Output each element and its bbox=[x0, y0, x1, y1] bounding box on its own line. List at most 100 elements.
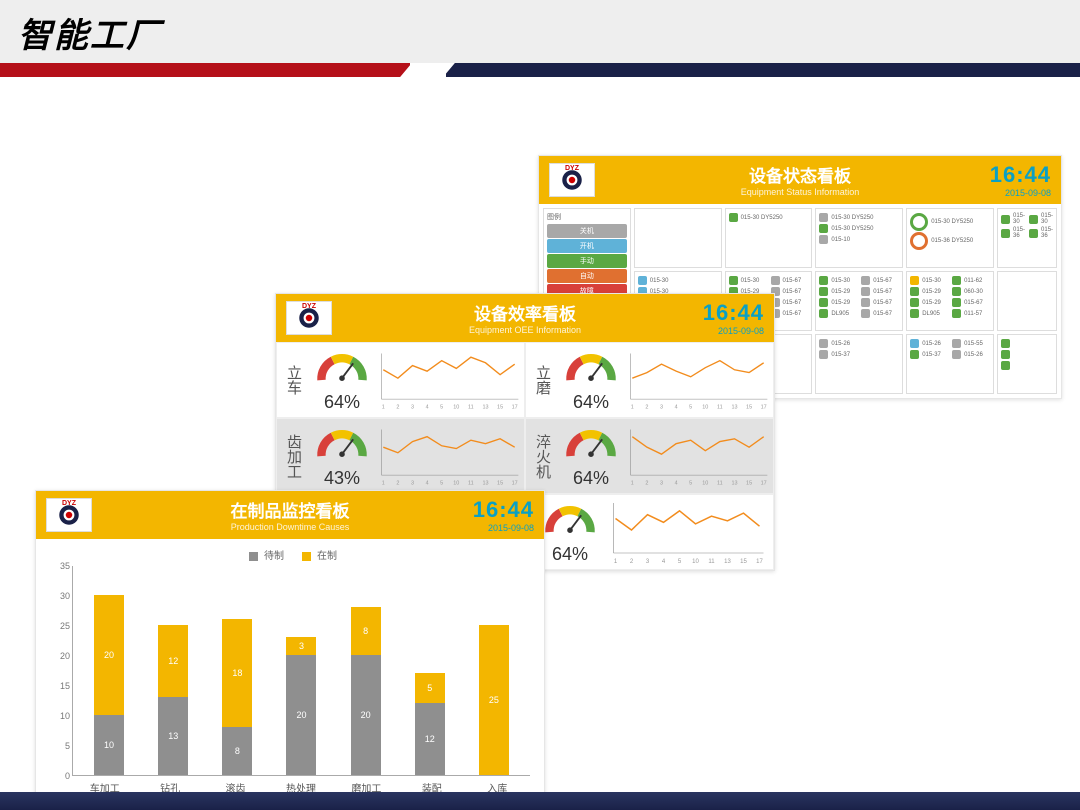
svg-text:4: 4 bbox=[675, 480, 678, 486]
svg-text:1: 1 bbox=[631, 480, 634, 486]
wip-title-en: Production Downtime Causes bbox=[231, 522, 350, 532]
status-item: 011-57 bbox=[952, 309, 990, 318]
oee-time: 16:44 2015-09-08 bbox=[703, 300, 764, 336]
svg-text:2: 2 bbox=[630, 559, 634, 565]
status-item: 015-29 bbox=[819, 287, 857, 296]
status-item: 015-26 bbox=[910, 339, 948, 348]
svg-text:11: 11 bbox=[717, 480, 723, 486]
status-item: 015-26 bbox=[819, 339, 899, 348]
bar-group: 188 bbox=[222, 619, 252, 775]
svg-text:11: 11 bbox=[717, 404, 723, 410]
bar-seg-grey: 20 bbox=[351, 655, 381, 775]
status-cell bbox=[634, 208, 722, 268]
bar-group: 512 bbox=[415, 673, 445, 775]
bar-seg-grey: 13 bbox=[158, 697, 188, 775]
svg-text:4: 4 bbox=[426, 480, 429, 486]
oee-cell: 齿加工 43% 123451011131517 bbox=[276, 418, 525, 494]
oee-cell: 64% 123451011131517 bbox=[525, 494, 774, 570]
bar-seg-gold: 3 bbox=[286, 637, 316, 655]
status-cell bbox=[997, 334, 1057, 394]
bar-seg-gold: 20 bbox=[94, 595, 124, 715]
sparkline: 123451011131517 bbox=[604, 499, 771, 565]
legend-item: 待制 bbox=[243, 551, 284, 562]
status-item: 015-29 bbox=[910, 287, 948, 296]
logo-icon bbox=[549, 163, 595, 197]
svg-text:5: 5 bbox=[689, 480, 692, 486]
legend-status-item: 自动 bbox=[547, 269, 627, 283]
oee-cell: 淬火机 64% 123451011131517 bbox=[525, 418, 774, 494]
status-item: 015-67 bbox=[771, 287, 809, 296]
bar-seg-grey: 20 bbox=[286, 655, 316, 775]
page-title: 智能工厂 bbox=[18, 8, 1062, 57]
status-item: 011-62 bbox=[952, 276, 990, 285]
svg-text:13: 13 bbox=[724, 559, 731, 565]
bar-seg-grey: 12 bbox=[415, 703, 445, 775]
ytick: 35 bbox=[60, 561, 70, 571]
header-stripe bbox=[0, 63, 1080, 77]
logo-icon bbox=[46, 498, 92, 532]
gauge-icon: 64% bbox=[536, 499, 604, 565]
legend-status-item: 关机 bbox=[547, 224, 627, 238]
status-item: 015-29 bbox=[819, 298, 857, 307]
status-item: 015-30 bbox=[910, 276, 948, 285]
svg-text:3: 3 bbox=[660, 404, 663, 410]
logo-icon bbox=[286, 301, 332, 335]
footer-stripe bbox=[0, 792, 1080, 810]
status-cell: 015-30015-67015-29015-67015-29015-67DL90… bbox=[815, 271, 903, 331]
status-item: 015-30 DY5250 bbox=[819, 224, 899, 233]
status-item: 015-67 bbox=[861, 276, 899, 285]
status-item bbox=[1001, 339, 1053, 348]
gauge-value: 64% bbox=[557, 468, 625, 489]
sparkline: 123451011131517 bbox=[376, 347, 522, 413]
legend-status-item: 手动 bbox=[547, 254, 627, 268]
svg-text:5: 5 bbox=[440, 404, 443, 410]
status-item: 015-67 bbox=[861, 309, 899, 318]
svg-text:1: 1 bbox=[382, 404, 385, 410]
status-item: 015-37 bbox=[910, 350, 948, 359]
status-title-cn: 设备状态看板 bbox=[741, 162, 860, 187]
svg-text:2: 2 bbox=[645, 404, 648, 410]
svg-text:3: 3 bbox=[646, 559, 650, 565]
bar-seg-gold: 12 bbox=[158, 625, 188, 697]
gauge-value: 64% bbox=[308, 392, 376, 413]
bar-group: 320 bbox=[286, 637, 316, 775]
oee-cell-label: 齿加工 bbox=[279, 434, 308, 479]
ytick: 0 bbox=[65, 771, 70, 781]
legend-item: 在制 bbox=[296, 551, 337, 562]
sparkline: 123451011131517 bbox=[625, 347, 771, 413]
status-item: 015-30 bbox=[729, 276, 767, 285]
status-item: 015-30 bbox=[1029, 213, 1053, 225]
status-item: 015-67 bbox=[861, 287, 899, 296]
status-title-en: Equipment Status Information bbox=[741, 187, 860, 197]
status-cell bbox=[997, 271, 1057, 331]
status-item: 015-67 bbox=[952, 298, 990, 307]
ytick: 15 bbox=[60, 681, 70, 691]
bar-group: 820 bbox=[351, 607, 381, 775]
status-item: 015-36 bbox=[1029, 227, 1053, 239]
status-item: 015-67 bbox=[771, 309, 809, 318]
gauge-icon: 64% bbox=[557, 423, 625, 489]
status-item: 015-55 bbox=[952, 339, 990, 348]
status-item: 015-10 bbox=[819, 235, 899, 244]
svg-text:15: 15 bbox=[746, 480, 752, 486]
svg-text:10: 10 bbox=[692, 559, 699, 565]
status-item: 015-30 DY5250 bbox=[819, 213, 899, 222]
svg-text:15: 15 bbox=[740, 559, 747, 565]
status-item bbox=[1001, 350, 1053, 359]
bar-seg-gold: 18 bbox=[222, 619, 252, 727]
legend-title: 图例 bbox=[547, 212, 627, 222]
svg-text:13: 13 bbox=[482, 404, 488, 410]
wip-panel: 在制品监控看板 Production Downtime Causes 16:44… bbox=[35, 490, 545, 800]
status-item: 015-30 bbox=[1001, 213, 1025, 225]
status-cell: 015-30 DY5250015-36 DY5250 bbox=[906, 208, 994, 268]
svg-text:5: 5 bbox=[689, 404, 692, 410]
status-time: 16:44 2015-09-08 bbox=[990, 162, 1051, 198]
bar-seg-gold: 25 bbox=[479, 625, 509, 775]
oee-cell: 立车 64% 123451011131517 bbox=[276, 342, 525, 418]
ytick: 20 bbox=[60, 651, 70, 661]
status-item: 015-67 bbox=[771, 276, 809, 285]
wip-chart: 05101520253035 2010121318832082051225 bbox=[50, 566, 530, 776]
svg-text:11: 11 bbox=[468, 404, 474, 410]
svg-text:4: 4 bbox=[675, 404, 678, 410]
status-item: 015-30 bbox=[638, 276, 718, 285]
